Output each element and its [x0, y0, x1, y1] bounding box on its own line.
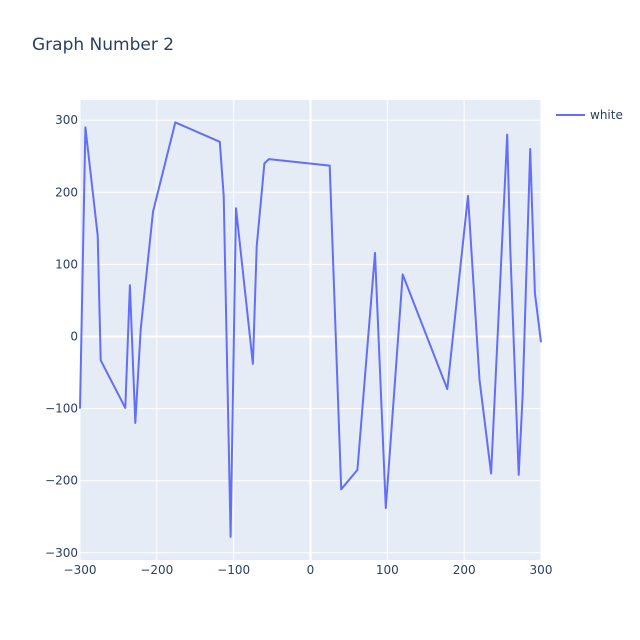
x-tick-label: 0	[307, 563, 315, 577]
x-tick-label: 300	[530, 563, 553, 577]
gridlines	[79, 100, 542, 560]
series-layer	[79, 121, 542, 538]
y-tick-label: 100	[55, 257, 78, 271]
y-tick-label: −100	[45, 402, 78, 416]
chart-title: Graph Number 2	[32, 35, 174, 55]
legend-label[interactable]: white	[590, 108, 623, 122]
y-tick-label: −200	[45, 474, 78, 488]
y-tick-label: 0	[70, 329, 78, 343]
x-tick-label: −200	[140, 563, 173, 577]
y-tick-label: −300	[45, 546, 78, 560]
x-tick-label: 200	[453, 563, 476, 577]
x-axis-ticks: −300 −200 −100 0 100 200 300	[64, 563, 553, 577]
legend[interactable]: white	[556, 108, 623, 122]
x-tick-label: −100	[217, 563, 250, 577]
series-line-white	[79, 121, 542, 538]
y-axis-ticks: −300 −200 −100 0 100 200 300	[45, 113, 78, 560]
x-tick-label: 100	[376, 563, 399, 577]
y-tick-label: 300	[55, 113, 78, 127]
x-tick-label: −300	[64, 563, 97, 577]
y-tick-label: 200	[55, 185, 78, 199]
